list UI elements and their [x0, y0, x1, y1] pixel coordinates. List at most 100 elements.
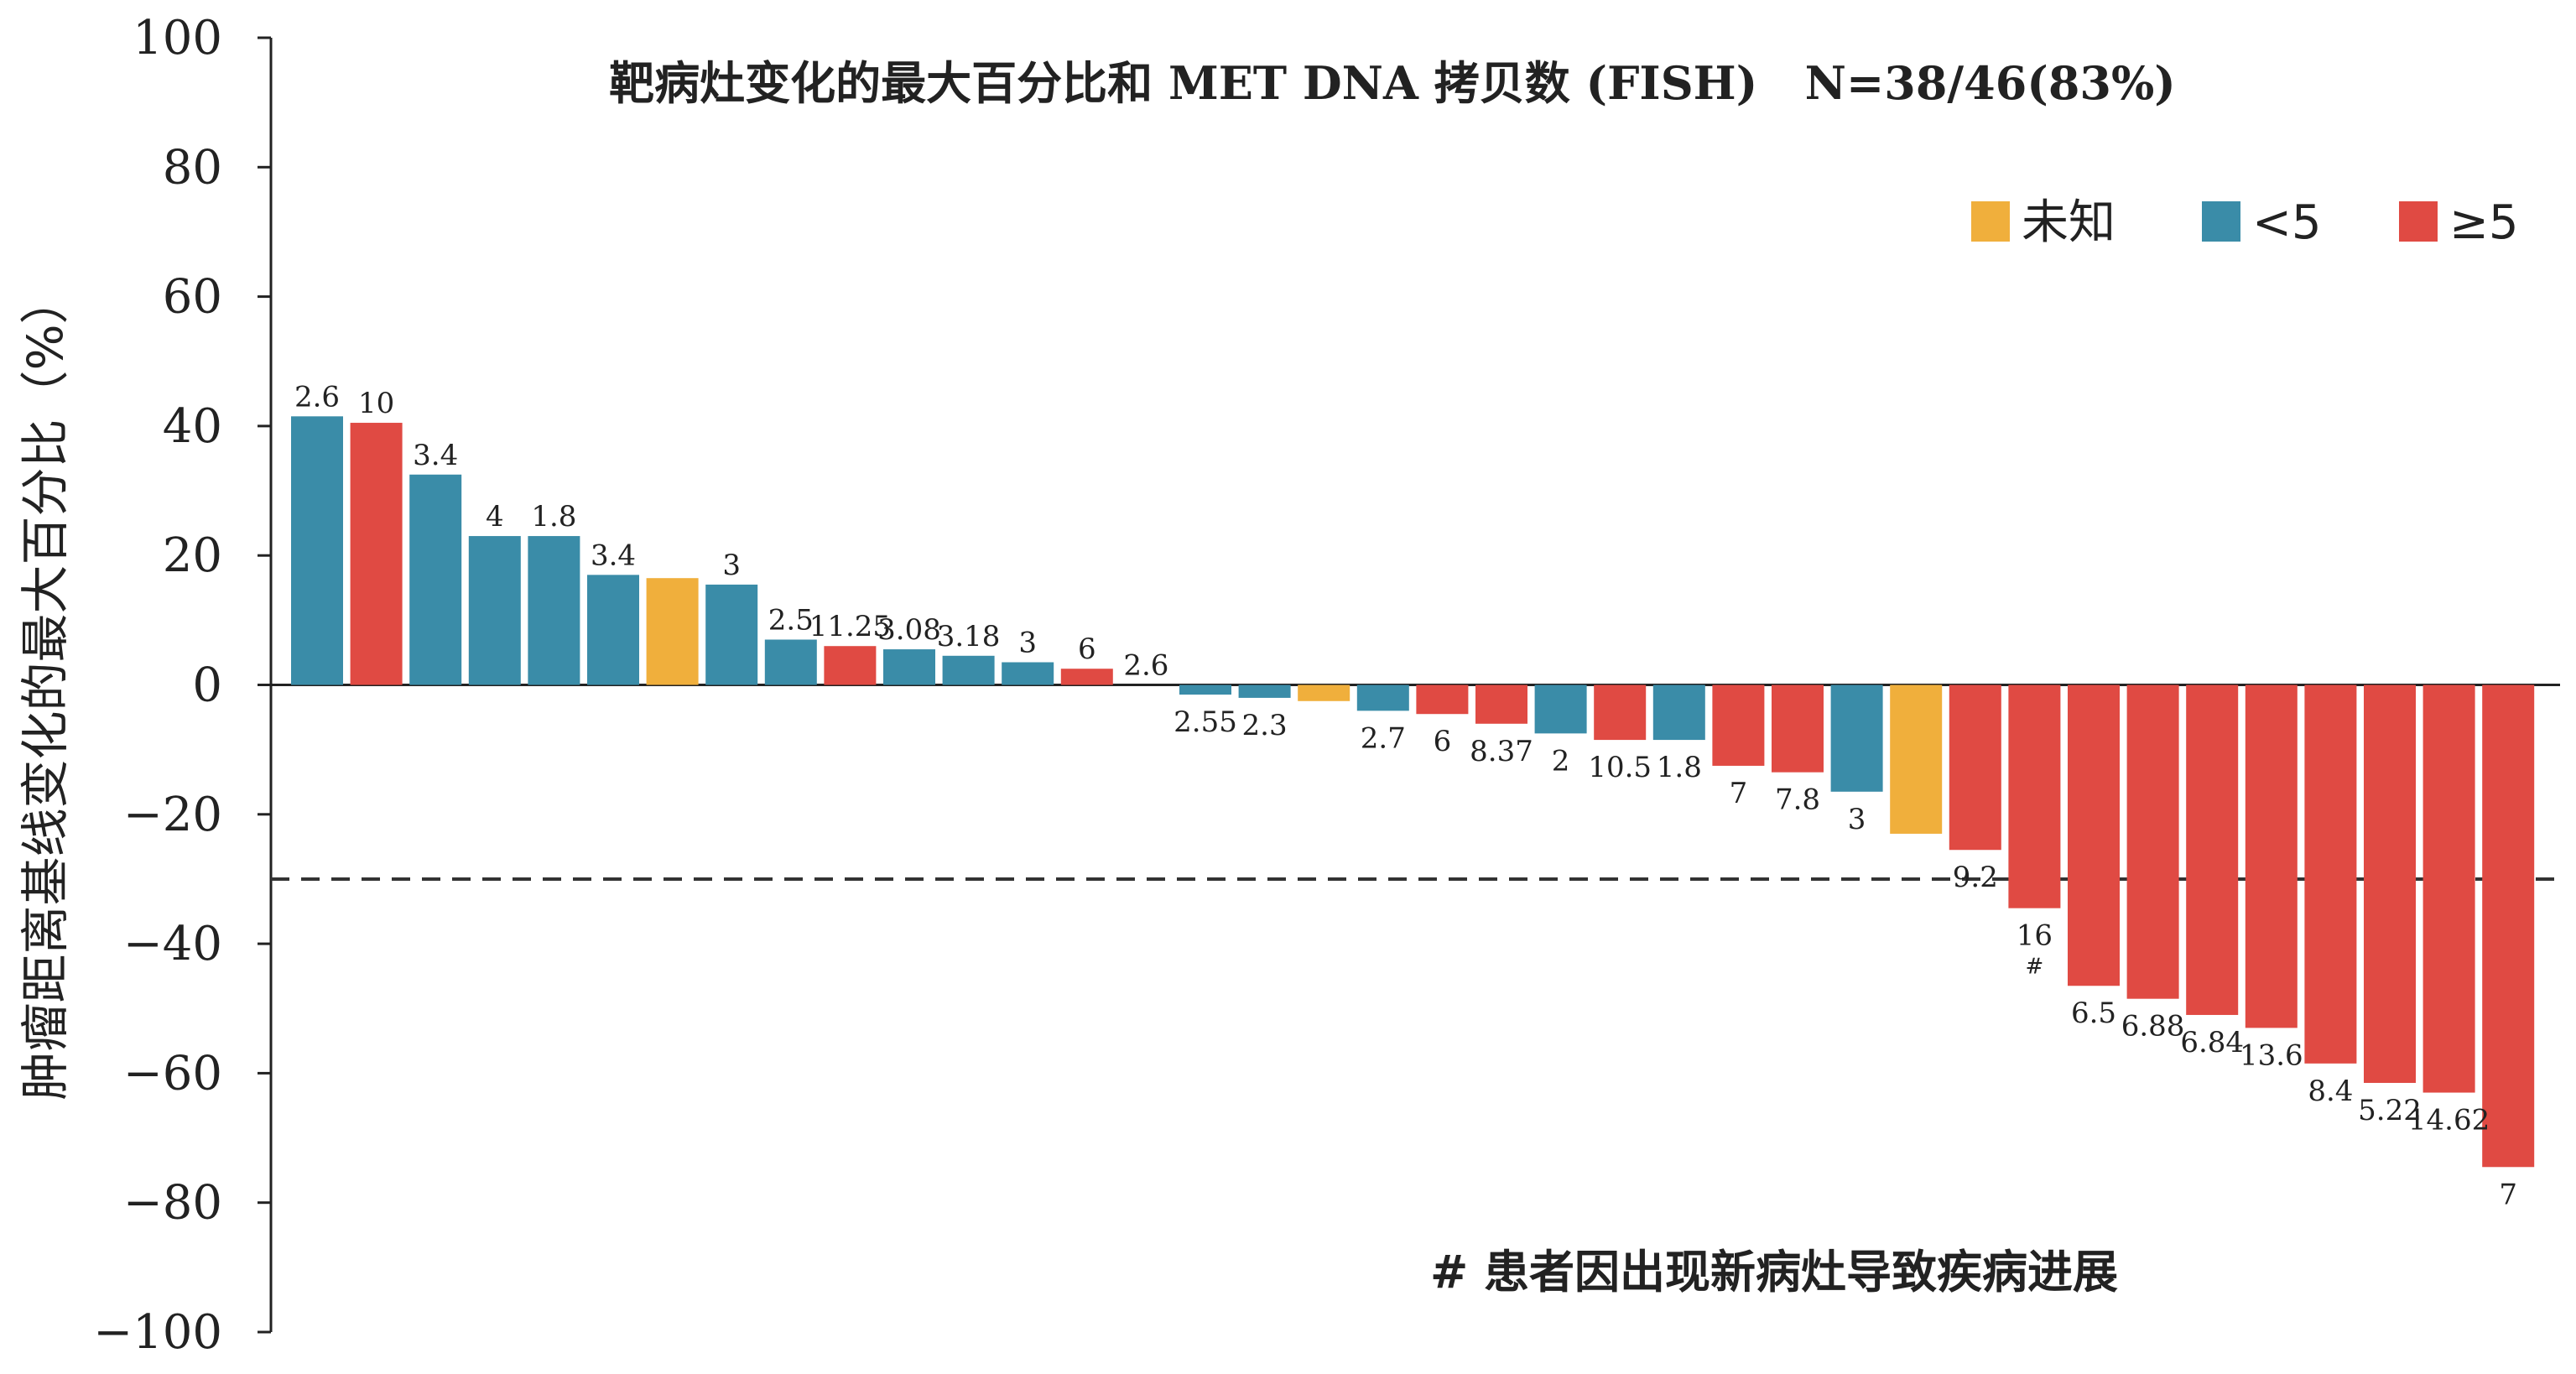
bar-data-label: 4: [486, 500, 504, 533]
bar-data-label: 6: [1078, 632, 1096, 666]
bar-data-label: 13.6: [2240, 1038, 2303, 1072]
bar-data-label: 2: [1552, 744, 1570, 778]
bar: [1594, 684, 1647, 741]
y-tick-label: −100: [93, 1305, 222, 1360]
bar-data-label: 10: [358, 387, 394, 420]
y-tick-label: −20: [123, 788, 222, 842]
bar-data-label: 3: [1018, 626, 1037, 659]
bar: [528, 536, 580, 685]
bar-data-label: 10.5: [1588, 751, 1652, 784]
bars-layer: [291, 416, 2535, 1168]
bar-data-label: 2.7: [1361, 721, 1406, 755]
bar: [468, 536, 521, 685]
legend-item-unknown: 未知: [1971, 195, 2115, 250]
bar-data-label: 1.8: [1657, 751, 1702, 784]
bar: [2068, 684, 2120, 986]
bar: [1060, 669, 1113, 685]
bar-data-label: 1.8: [531, 500, 576, 533]
bar: [1949, 684, 2001, 851]
y-axis-label: 肿瘤距离基线变化的最大百分比（%）: [17, 275, 74, 1100]
y-tick-label: 20: [163, 528, 222, 583]
y-tick-label: −80: [123, 1176, 222, 1231]
bar-data-label: 11.25: [809, 610, 891, 643]
bar: [1712, 684, 1765, 766]
bar: [1002, 662, 1054, 685]
legend-swatch: [2202, 201, 2240, 242]
bar-labels-layer: 2.6 103.44 1.83.4 32.511.253.083.18 3 6 2.62.5…: [294, 380, 2517, 1211]
y-tick-label: 100: [133, 11, 222, 65]
bar: [1356, 684, 1409, 711]
bar: [705, 584, 758, 685]
legend-label: ≥5: [2449, 195, 2519, 250]
bar-data-label: 6.88: [2121, 1010, 2185, 1044]
bar: [1179, 684, 1231, 695]
bar-data-label: 2.6: [294, 380, 340, 414]
bar: [1534, 684, 1587, 734]
chart-title: 靶病灶变化的最大百分比和 MET DNA 拷贝数 (FISH) N=38/46(…: [609, 56, 2176, 110]
bar-marker: #: [2026, 955, 2044, 980]
legend: 未知 <5 ≥5: [1971, 195, 2519, 250]
bar-data-label: 8.37: [1470, 735, 1533, 768]
bar: [2245, 684, 2298, 1028]
y-tick-label: 60: [163, 270, 222, 325]
bar-data-label: 9.2: [1953, 861, 1998, 894]
bar: [1652, 684, 1705, 741]
bar-data-label: 3.08: [877, 613, 941, 647]
bar-data-label: 3.4: [591, 539, 636, 572]
bar-data-label: 3: [722, 549, 741, 582]
bar: [409, 474, 462, 685]
bar-data-label: 3: [1848, 803, 1866, 836]
bar: [350, 423, 403, 685]
bar: [2364, 684, 2416, 1083]
bar: [2482, 684, 2535, 1168]
bar: [587, 575, 639, 685]
bar-data-label: 2.6: [1123, 649, 1168, 683]
bar: [1416, 684, 1469, 715]
bar-data-label: 6.5: [2071, 997, 2116, 1030]
bar: [2304, 684, 2357, 1064]
bar-data-label: 7: [1730, 777, 1748, 810]
bar: [291, 416, 343, 685]
y-tick-label: 40: [163, 399, 222, 454]
bar-data-label: 14.62: [2408, 1104, 2490, 1137]
bar-data-label: 7.8: [1775, 783, 1820, 817]
bar-data-label: 2.55: [1174, 705, 1237, 739]
legend-item-ge5: ≥5: [2399, 195, 2519, 250]
bar: [646, 578, 699, 685]
y-tick-label: −60: [123, 1046, 222, 1101]
bar: [883, 649, 935, 685]
legend-item-lt5: <5: [2202, 195, 2322, 250]
bar: [2422, 684, 2475, 1093]
bar: [1772, 684, 1824, 773]
y-tick-label: −40: [123, 917, 222, 971]
bar: [2008, 684, 2061, 908]
bar-data-label: 3.4: [413, 439, 458, 472]
bar-data-label: 6.84: [2180, 1026, 2244, 1059]
footnote: # 患者因出现新病灶导致疾病进展: [1430, 1246, 2118, 1299]
bar-data-label: 2.3: [1242, 709, 1288, 742]
bar: [942, 655, 995, 685]
legend-swatch: [2399, 201, 2438, 242]
bar-data-label: 8.4: [2308, 1075, 2353, 1108]
bar-data-label: 7: [2499, 1178, 2517, 1211]
y-tick-label: 0: [192, 658, 222, 713]
bar: [1890, 684, 1943, 834]
bar-data-label: 5.22: [2358, 1094, 2422, 1127]
legend-label: <5: [2252, 195, 2322, 250]
bar: [1830, 684, 1883, 792]
bar-data-label: 2.5: [768, 603, 814, 637]
bar: [1475, 684, 1527, 724]
legend-swatch: [1971, 201, 2010, 242]
bar-data-label: 3.18: [937, 620, 1001, 653]
bar-data-label: 6: [1434, 725, 1452, 758]
bar: [2186, 684, 2239, 1015]
bar: [824, 646, 877, 685]
bar: [1238, 684, 1291, 698]
legend-label: 未知: [2022, 195, 2115, 250]
bar: [2126, 684, 2179, 999]
bar-data-label: 16: [2017, 919, 2053, 953]
bar: [1298, 684, 1350, 701]
bar: [764, 639, 817, 685]
y-tick-label: 80: [163, 140, 222, 195]
